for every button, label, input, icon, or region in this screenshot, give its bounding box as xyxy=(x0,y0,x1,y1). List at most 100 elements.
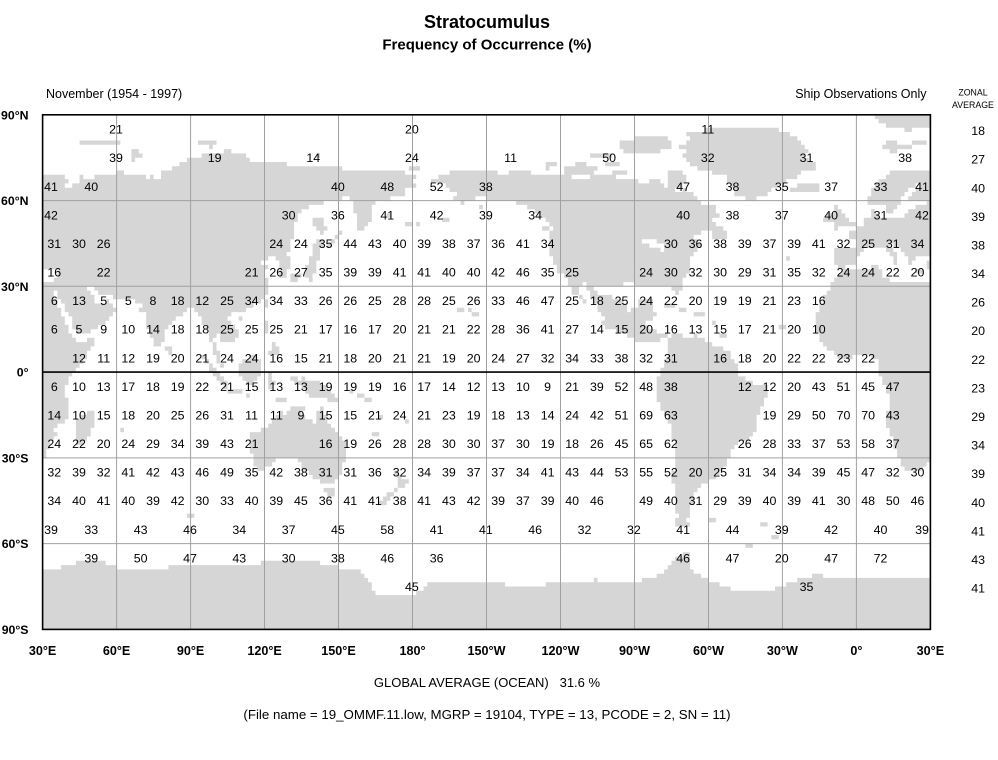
svg-text:11: 11 xyxy=(504,151,517,165)
svg-text:43: 43 xyxy=(171,466,185,480)
svg-text:150°E: 150°E xyxy=(321,644,355,658)
svg-text:47: 47 xyxy=(886,380,900,394)
svg-text:9: 9 xyxy=(100,323,107,337)
svg-text:42: 42 xyxy=(44,208,58,222)
svg-text:39: 39 xyxy=(146,494,160,508)
svg-text:17: 17 xyxy=(368,323,382,337)
svg-text:36: 36 xyxy=(491,237,505,251)
svg-text:31: 31 xyxy=(47,237,61,251)
svg-text:31: 31 xyxy=(874,208,888,222)
svg-text:41: 41 xyxy=(516,237,530,251)
svg-text:17: 17 xyxy=(738,323,752,337)
svg-text:44: 44 xyxy=(726,523,740,537)
svg-text:48: 48 xyxy=(639,380,653,394)
svg-text:22: 22 xyxy=(195,380,209,394)
svg-text:41: 41 xyxy=(541,466,555,480)
svg-text:12: 12 xyxy=(121,351,135,365)
svg-text:40: 40 xyxy=(245,494,259,508)
svg-text:40: 40 xyxy=(763,494,777,508)
svg-text:32: 32 xyxy=(639,351,653,365)
svg-text:60°N: 60°N xyxy=(1,194,29,208)
svg-text:12: 12 xyxy=(195,294,209,308)
svg-text:GLOBAL AVERAGE (OCEAN) 31.6: GLOBAL AVERAGE (OCEAN) 31.6 % xyxy=(374,675,601,690)
svg-text:41: 41 xyxy=(541,323,555,337)
svg-text:19: 19 xyxy=(368,380,382,394)
svg-text:52: 52 xyxy=(615,380,629,394)
svg-text:6: 6 xyxy=(51,323,58,337)
svg-text:41: 41 xyxy=(393,266,407,280)
svg-text:22: 22 xyxy=(787,351,801,365)
svg-text:37: 37 xyxy=(282,523,296,537)
svg-text:48: 48 xyxy=(861,494,875,508)
svg-text:51: 51 xyxy=(615,409,629,423)
svg-text:33: 33 xyxy=(220,494,234,508)
svg-text:45: 45 xyxy=(331,523,345,537)
svg-text:10: 10 xyxy=(121,323,135,337)
svg-text:22: 22 xyxy=(664,294,678,308)
svg-text:16: 16 xyxy=(319,437,333,451)
svg-text:69: 69 xyxy=(639,409,653,423)
svg-text:6: 6 xyxy=(51,294,58,308)
svg-text:37: 37 xyxy=(824,180,838,194)
svg-text:32: 32 xyxy=(627,523,641,537)
svg-text:10: 10 xyxy=(516,380,530,394)
svg-text:19: 19 xyxy=(467,409,481,423)
svg-text:72: 72 xyxy=(874,551,888,565)
svg-text:24: 24 xyxy=(121,437,135,451)
svg-text:32: 32 xyxy=(689,266,703,280)
svg-text:9: 9 xyxy=(544,380,551,394)
svg-text:43: 43 xyxy=(565,466,579,480)
svg-text:41: 41 xyxy=(417,494,431,508)
svg-text:29: 29 xyxy=(146,437,160,451)
svg-text:11: 11 xyxy=(245,409,258,423)
svg-text:31: 31 xyxy=(689,494,703,508)
svg-text:19: 19 xyxy=(541,437,555,451)
svg-text:47: 47 xyxy=(676,180,690,194)
svg-text:33: 33 xyxy=(491,294,505,308)
svg-text:AVERAGE: AVERAGE xyxy=(952,100,994,110)
svg-text:21: 21 xyxy=(109,123,123,137)
svg-text:25: 25 xyxy=(220,294,234,308)
svg-text:39: 39 xyxy=(775,523,789,537)
svg-text:10: 10 xyxy=(72,409,86,423)
svg-text:15: 15 xyxy=(343,409,357,423)
svg-text:47: 47 xyxy=(824,551,838,565)
svg-text:50: 50 xyxy=(602,151,616,165)
svg-text:37: 37 xyxy=(467,466,481,480)
svg-text:23: 23 xyxy=(971,381,985,395)
svg-text:38: 38 xyxy=(615,351,629,365)
svg-text:12: 12 xyxy=(72,351,86,365)
svg-text:26: 26 xyxy=(738,437,752,451)
svg-text:32: 32 xyxy=(97,466,111,480)
svg-text:28: 28 xyxy=(393,437,407,451)
svg-text:40: 40 xyxy=(971,181,985,195)
svg-text:30: 30 xyxy=(911,466,925,480)
svg-text:30: 30 xyxy=(516,437,530,451)
svg-text:36: 36 xyxy=(689,237,703,251)
svg-text:20: 20 xyxy=(146,409,160,423)
svg-text:20: 20 xyxy=(763,351,777,365)
svg-text:41: 41 xyxy=(417,266,431,280)
svg-text:34: 34 xyxy=(232,523,246,537)
svg-text:19: 19 xyxy=(171,380,185,394)
svg-text:38: 38 xyxy=(898,151,912,165)
svg-text:18: 18 xyxy=(171,323,185,337)
svg-text:15: 15 xyxy=(294,351,308,365)
svg-text:39: 39 xyxy=(269,494,283,508)
svg-text:13: 13 xyxy=(97,380,111,394)
svg-text:30: 30 xyxy=(713,266,727,280)
svg-text:30: 30 xyxy=(467,437,481,451)
svg-text:46: 46 xyxy=(516,266,530,280)
svg-text:180°: 180° xyxy=(399,644,425,658)
svg-text:30°S: 30°S xyxy=(2,451,29,465)
svg-text:19: 19 xyxy=(713,294,727,308)
svg-text:18: 18 xyxy=(491,409,505,423)
svg-text:38: 38 xyxy=(726,208,740,222)
svg-text:60°E: 60°E xyxy=(103,644,130,658)
svg-text:14: 14 xyxy=(47,409,61,423)
svg-text:20: 20 xyxy=(97,437,111,451)
svg-text:11: 11 xyxy=(270,409,283,423)
svg-text:30°E: 30°E xyxy=(29,644,56,658)
svg-text:24: 24 xyxy=(405,151,419,165)
svg-text:20: 20 xyxy=(775,551,789,565)
